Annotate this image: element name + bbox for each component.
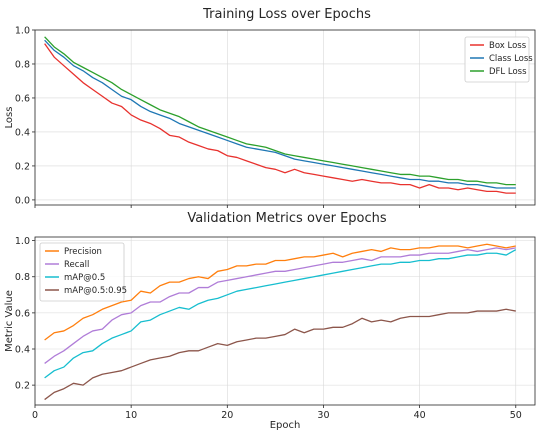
y-tick-label: 0.8: [15, 59, 30, 70]
chart-title: Validation Metrics over Epochs: [187, 211, 387, 226]
x-axis-label: Epoch: [270, 420, 301, 431]
y-tick-label: 0.6: [15, 93, 30, 104]
x-tick-label: 0: [32, 410, 38, 421]
legend-entry: DFL Loss: [489, 67, 527, 77]
series-line-dfl-loss: [44, 36, 516, 186]
series-line-map-0-5: [44, 249, 517, 379]
legend-entry: Precision: [64, 247, 102, 257]
x-tick-label: 50: [510, 410, 522, 421]
series-line-box-loss: [44, 43, 516, 194]
legend-entry: mAP@0.5:0.95: [64, 286, 127, 296]
series-line-precision: [44, 243, 516, 341]
legend-entry: mAP@0.5: [64, 273, 105, 283]
series-line-class-loss: [44, 39, 516, 189]
legend-entry: Recall: [64, 260, 89, 270]
plot-frame: [34, 236, 536, 406]
training-loss-chart: 0.0 0.2 0.4 0.6 0.8 1.0 Training Loss over Epo…: [4, 7, 536, 208]
y-tick-label: 0.0: [15, 195, 30, 206]
legend: Box Loss Class Loss DFL Loss: [464, 36, 533, 83]
plot-frame: [34, 29, 536, 206]
x-tick-label: 30: [317, 410, 329, 421]
series-line-map-0-5-0-95: [44, 308, 516, 401]
x-tick-label: 20: [221, 410, 233, 421]
y-tick-label: 0.6: [15, 308, 30, 319]
legend-entry: Box Loss: [489, 41, 527, 51]
y-tick-label: 0.2: [15, 161, 30, 172]
legend: Precision Recall mAP@0.5 mAP@0.5:0.95: [39, 242, 127, 302]
x-tick-label: 40: [414, 410, 426, 421]
legend-box: [39, 242, 125, 302]
x-tick-label: 10: [125, 410, 137, 421]
chart-title: Training Loss over Epochs: [202, 7, 371, 22]
series-line-recall: [44, 247, 516, 364]
y-tick-label: 0.8: [15, 272, 30, 283]
y-tick-label: 0.4: [15, 127, 30, 138]
legend-entry: Class Loss: [489, 54, 533, 64]
y-tick-label: 1.0: [15, 26, 30, 37]
y-tick-label: 1.0: [15, 236, 30, 247]
y-axis-label: Metric Value: [4, 290, 15, 352]
y-axis-label: Loss: [4, 107, 15, 129]
validation-metrics-chart: 0.2 0.4 0.6 0.8 1.0 0 10 20 30 40 50 Validation Met…: [4, 211, 536, 431]
y-tick-label: 0.2: [15, 381, 30, 392]
y-tick-label: 0.4: [15, 345, 30, 356]
